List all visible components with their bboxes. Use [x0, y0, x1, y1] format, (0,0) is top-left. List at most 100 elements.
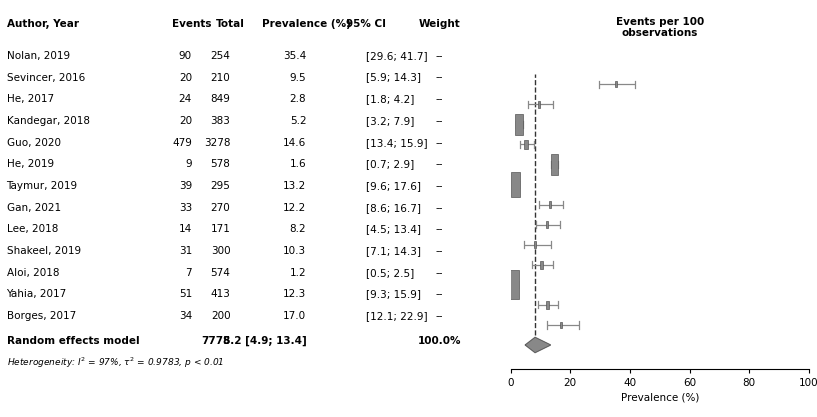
- Text: 300: 300: [211, 246, 230, 256]
- Text: 100.0%: 100.0%: [417, 336, 462, 346]
- Text: 413: 413: [211, 289, 230, 299]
- Text: 295: 295: [211, 181, 230, 191]
- Text: Yahia, 2017: Yahia, 2017: [7, 289, 67, 299]
- Polygon shape: [525, 337, 551, 353]
- Text: --: --: [435, 246, 444, 256]
- Text: Author, Year: Author, Year: [7, 19, 78, 29]
- Text: [3.2; 7.9]: [3.2; 7.9]: [366, 116, 414, 126]
- Text: --: --: [435, 94, 444, 104]
- Text: Lee, 2018: Lee, 2018: [7, 224, 58, 234]
- Bar: [546, 301, 548, 309]
- Text: 51: 51: [179, 289, 192, 299]
- Text: --: --: [435, 116, 444, 126]
- Text: 34: 34: [179, 311, 192, 321]
- Text: [13.4; 15.9]: [13.4; 15.9]: [366, 138, 427, 148]
- Text: --: --: [435, 181, 444, 191]
- Text: --: --: [435, 73, 444, 83]
- Text: --: --: [435, 138, 444, 148]
- Text: 7775: 7775: [201, 336, 230, 346]
- Text: [7.1; 14.3]: [7.1; 14.3]: [366, 246, 421, 256]
- Text: Events per 100
observations: Events per 100 observations: [615, 17, 704, 38]
- Text: Weight: Weight: [418, 19, 461, 29]
- Text: 33: 33: [179, 203, 192, 213]
- Bar: [615, 81, 617, 88]
- Bar: [511, 172, 520, 197]
- Text: 383: 383: [211, 116, 230, 126]
- Text: Guo, 2020: Guo, 2020: [7, 138, 60, 148]
- Text: [9.6; 17.6]: [9.6; 17.6]: [366, 181, 421, 191]
- X-axis label: Prevalence (%): Prevalence (%): [621, 392, 699, 402]
- Text: [5.9; 14.3]: [5.9; 14.3]: [366, 73, 421, 83]
- Bar: [551, 154, 557, 175]
- Text: --: --: [435, 159, 444, 169]
- Text: --: --: [435, 224, 444, 234]
- Text: Prevalence (%): Prevalence (%): [262, 19, 350, 29]
- Bar: [549, 201, 551, 208]
- Text: 574: 574: [211, 268, 230, 278]
- Text: Random effects model: Random effects model: [7, 336, 139, 346]
- Text: 8.2: 8.2: [290, 224, 306, 234]
- Text: 20: 20: [179, 73, 192, 83]
- Text: Gan, 2021: Gan, 2021: [7, 203, 60, 213]
- Text: 12.3: 12.3: [283, 289, 306, 299]
- Text: [12.1; 22.9]: [12.1; 22.9]: [366, 311, 427, 321]
- Bar: [510, 270, 519, 299]
- Text: 10.3: 10.3: [283, 246, 306, 256]
- Text: Borges, 2017: Borges, 2017: [7, 311, 76, 321]
- Text: [0.5; 2.5]: [0.5; 2.5]: [366, 268, 414, 278]
- Text: 578: 578: [211, 159, 230, 169]
- Text: [1.8; 4.2]: [1.8; 4.2]: [366, 94, 414, 104]
- Text: He, 2017: He, 2017: [7, 94, 54, 104]
- Text: 24: 24: [179, 94, 192, 104]
- Text: Nolan, 2019: Nolan, 2019: [7, 51, 69, 61]
- Bar: [516, 113, 523, 135]
- Text: 14.6: 14.6: [283, 138, 306, 148]
- Text: 849: 849: [211, 94, 230, 104]
- Text: 9.5: 9.5: [290, 73, 306, 83]
- Bar: [525, 140, 528, 149]
- Text: --: --: [435, 203, 444, 213]
- Text: [8.6; 16.7]: [8.6; 16.7]: [366, 203, 421, 213]
- Text: 171: 171: [211, 224, 230, 234]
- Text: 8.2 [4.9; 13.4]: 8.2 [4.9; 13.4]: [222, 336, 306, 347]
- Text: 90: 90: [179, 51, 192, 61]
- Text: Aloi, 2018: Aloi, 2018: [7, 268, 59, 278]
- Text: 12.2: 12.2: [283, 203, 306, 213]
- Bar: [538, 101, 540, 108]
- Text: 9: 9: [185, 159, 192, 169]
- Text: 39: 39: [179, 181, 192, 191]
- Text: Taymur, 2019: Taymur, 2019: [7, 181, 78, 191]
- Text: 200: 200: [211, 311, 230, 321]
- Text: --: --: [435, 268, 444, 278]
- Text: Shakeel, 2019: Shakeel, 2019: [7, 246, 81, 256]
- Text: 7: 7: [185, 268, 192, 278]
- Text: 31: 31: [179, 246, 192, 256]
- Text: [29.6; 41.7]: [29.6; 41.7]: [366, 51, 427, 61]
- Text: Total: Total: [216, 19, 245, 29]
- Text: 13.2: 13.2: [283, 181, 306, 191]
- Text: 5.2: 5.2: [290, 116, 306, 126]
- Text: 1.2: 1.2: [290, 268, 306, 278]
- Text: 2.8: 2.8: [290, 94, 306, 104]
- Bar: [560, 322, 562, 328]
- Text: 479: 479: [172, 138, 192, 148]
- Text: 270: 270: [211, 203, 230, 213]
- Text: Kandegar, 2018: Kandegar, 2018: [7, 116, 90, 126]
- Text: 14: 14: [179, 224, 192, 234]
- Text: --: --: [435, 289, 444, 299]
- Bar: [534, 241, 536, 248]
- Bar: [546, 221, 548, 228]
- Text: 1.6: 1.6: [290, 159, 306, 169]
- Text: 17.0: 17.0: [283, 311, 306, 321]
- Text: Events: Events: [172, 19, 212, 29]
- Text: [0.7; 2.9]: [0.7; 2.9]: [366, 159, 414, 169]
- Text: 254: 254: [211, 51, 230, 61]
- Bar: [540, 261, 542, 269]
- Text: Sevincer, 2016: Sevincer, 2016: [7, 73, 85, 83]
- Text: 20: 20: [179, 116, 192, 126]
- Text: --: --: [435, 311, 444, 321]
- Text: 35.4: 35.4: [283, 51, 306, 61]
- Text: [9.3; 15.9]: [9.3; 15.9]: [366, 289, 421, 299]
- Text: [4.5; 13.4]: [4.5; 13.4]: [366, 224, 421, 234]
- Text: --: --: [435, 51, 444, 61]
